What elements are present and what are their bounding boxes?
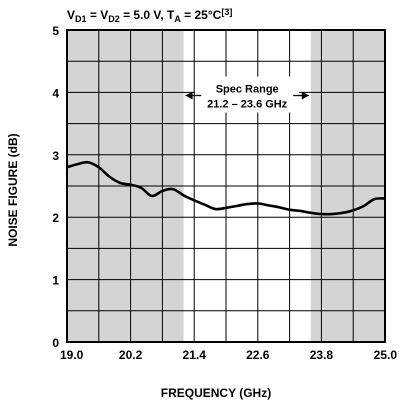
y-tick-label-3: 3 [52, 149, 59, 163]
y-tick-label-0: 0 [52, 336, 59, 350]
title-sub-d2: D2 [108, 14, 120, 24]
annotation-box [195, 76, 300, 113]
spec-range-annotation: Spec Range 21.2 – 23.6 GHz [185, 76, 309, 113]
title-sub-d1: D1 [75, 14, 87, 24]
title-v: V [67, 8, 75, 22]
title-note: [3] [221, 7, 232, 17]
y-axis-label: NOISE FIGURE (dB) [6, 133, 20, 246]
y-tick-label-4: 4 [52, 86, 59, 100]
series-layer [66, 160, 386, 216]
y-tick-labels: 0 1 2 3 4 5 [52, 24, 59, 350]
y-tick-label-1: 1 [52, 274, 59, 288]
annotation-arrowhead-left [185, 91, 193, 100]
series-line-0 [66, 160, 386, 216]
x-tick-label-5: 25.0 [374, 348, 398, 362]
plot-frame [66, 29, 386, 343]
annotation-arrowhead-right [301, 91, 309, 100]
annotation-line2: 21.2 – 23.6 GHz [207, 99, 288, 111]
x-tick-label-3: 22.6 [246, 348, 270, 362]
annotation-line1: Spec Range [216, 84, 279, 96]
x-tick-label-1: 20.2 [119, 348, 143, 362]
x-tick-label-2: 21.4 [183, 348, 207, 362]
title-sub-a: A [174, 14, 181, 24]
x-tick-label-4: 23.8 [310, 348, 334, 362]
x-tick-labels: 19.0 20.2 21.4 22.6 23.8 25.0 [60, 348, 397, 362]
x-axis-label: FREQUENCY (GHz) [161, 386, 271, 400]
title-eq2: = 5.0 V, T [120, 8, 175, 22]
chart-title: VD1 = VD2 = 5.0 V, TA = 25°C[3] [67, 7, 232, 24]
title-eq3: = 25°C [181, 8, 222, 22]
y-tick-label-5: 5 [52, 24, 59, 38]
title-eq1: = V [87, 8, 109, 22]
y-tick-label-2: 2 [52, 211, 59, 225]
x-tick-label-0: 19.0 [60, 348, 84, 362]
